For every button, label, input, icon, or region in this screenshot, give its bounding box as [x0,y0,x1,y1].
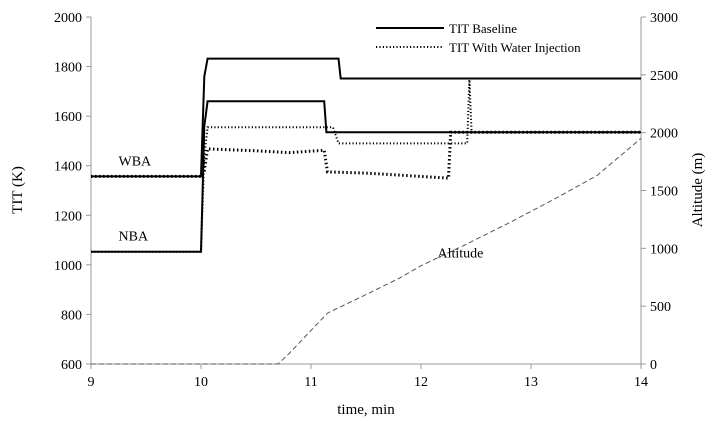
y-tick-label-left: 800 [61,308,82,323]
y-tick-label-left: 2000 [54,11,82,26]
y-tick-label-right: 1000 [650,242,678,257]
x-tick-label: 9 [88,375,95,390]
y-tick-label-left: 600 [61,358,82,373]
y-tick-label-right: 1500 [650,185,678,200]
y-tick-label-left: 1800 [54,61,82,76]
y-axis-title-left: TIT (K) [10,166,26,214]
y-tick-label-right: 2500 [650,69,678,84]
x-axis-title: time, min [337,402,395,418]
y-tick-label-left: 1000 [54,259,82,274]
x-tick-label: 10 [194,375,208,390]
series-line-tit-baseline-0 [91,57,641,178]
x-tick-label: 13 [524,375,538,390]
x-tick-label: 14 [634,375,648,390]
y-tick-label-right: 2000 [650,127,678,142]
legend: TIT Baseline TIT With Water Injection [376,21,581,55]
series-line-tit-with-water-injection-2 [91,79,641,253]
x-tick-label: 11 [304,375,317,390]
y-tick-label-right: 3000 [650,11,678,26]
y-tick-label-left: 1600 [54,110,82,125]
axes: 9 10 11 12 13 14 600 800 1000 1200 1400 1600 1800 200… [54,11,678,390]
annotations: WBA NBA Altitude [119,155,484,262]
y-axis-title-right: Altitude (m) [690,153,706,228]
annotation-wba: WBA [119,155,153,170]
plot-area [91,57,642,365]
y-tick-label-left: 1400 [54,160,82,175]
y-tick-label-right: 500 [650,300,671,315]
series-line-tit-with-water-injection-3 [91,130,641,180]
annotation-nba: NBA [119,230,149,245]
y-tick-label-right: 0 [650,358,657,373]
annotation-altitude: Altitude [438,246,484,261]
legend-label-tit-water-injection: TIT With Water Injection [449,40,581,55]
y-tick-label-left: 1200 [54,209,82,224]
legend-label-tit-baseline: TIT Baseline [449,21,517,36]
x-tick-label: 12 [414,375,428,390]
